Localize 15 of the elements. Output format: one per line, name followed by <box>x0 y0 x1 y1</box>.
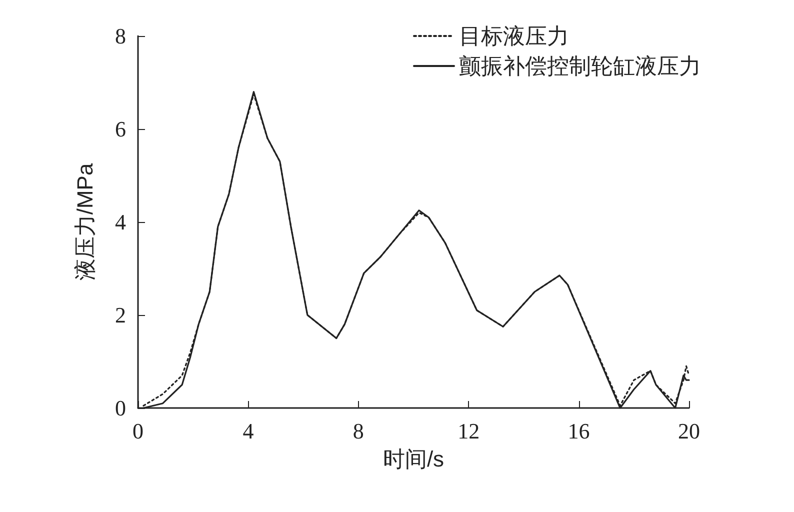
y-tick-label: 2 <box>115 302 126 328</box>
x-tick-label: 16 <box>568 418 590 444</box>
x-tick-label: 8 <box>352 418 364 444</box>
x-axis-title: 时间/s <box>382 446 444 472</box>
x-tick-label: 20 <box>678 418 700 444</box>
legend-label: 目标液压力 <box>459 24 569 48</box>
y-tick-label: 4 <box>115 210 126 234</box>
y-tick-label: 6 <box>115 116 126 142</box>
legend-label: 颤振补偿控制轮缸液压力 <box>459 54 701 78</box>
y-tick-label: 8 <box>115 24 126 48</box>
x-tick-label: 0 <box>132 418 144 444</box>
x-tick-label: 12 <box>458 418 480 444</box>
y-axis-title: 液压力/MPa <box>72 162 98 281</box>
y-tick-label: 0 <box>115 396 126 420</box>
x-tick-label: 4 <box>242 418 254 444</box>
